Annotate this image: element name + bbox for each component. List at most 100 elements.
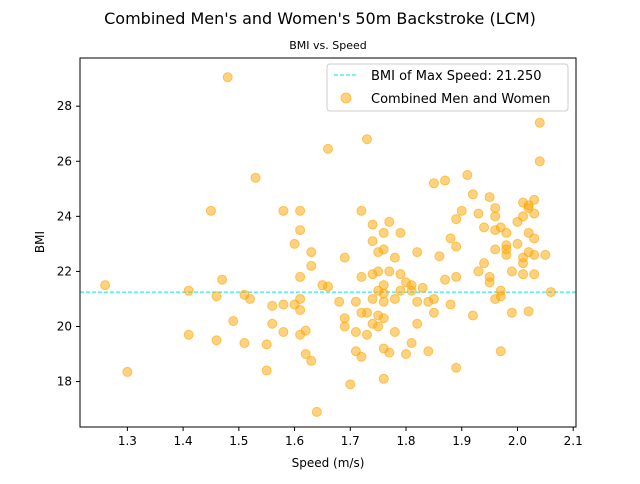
scatter-point [339,252,350,263]
legend-box [326,63,569,112]
scatter-point [534,156,545,167]
scatter-point [417,282,428,293]
scatter-point [389,293,400,304]
scatter-point [373,266,384,277]
scatter-point [506,266,517,277]
x-tick-label: 1.3 [118,434,137,448]
scatter-point [451,271,462,282]
scatter-point [183,329,194,340]
scatter-point [490,244,501,255]
chart-title: Combined Men's and Women's 50m Backstrok… [104,9,536,28]
scatter-point [501,240,512,251]
scatter-point [278,205,289,216]
scatter-point [367,219,378,230]
scatter-point [506,307,517,318]
scatter-point [295,225,306,236]
scatter-point [445,299,456,310]
scatter-point [350,326,361,337]
scatter-point [323,281,333,292]
scatter-point [518,211,529,222]
scatter-point [378,280,389,291]
scatter-point [378,244,389,255]
scatter-point [484,277,495,288]
scatter-point [518,269,529,280]
x-tick-label: 1.7 [341,434,360,448]
scatter-point [423,346,434,357]
scatter-point [406,338,417,349]
scatter-point [529,208,540,219]
scatter-point [183,285,194,296]
scatter-point [244,293,255,304]
scatter-point [217,274,228,285]
scatter-point [300,325,311,336]
scatter-point [267,318,278,329]
scatter-point [339,321,350,332]
scatter-point [356,351,367,362]
scatter-point [378,296,389,307]
scatter-point [467,310,478,321]
scatter-point [490,211,501,222]
scatter-point [451,241,462,252]
scatter-point [323,143,333,154]
scatter-point [122,366,133,377]
scatter-point [295,271,306,282]
scatter-point [306,355,317,366]
scatter-point [362,134,373,145]
scatter-point [295,293,306,304]
scatter-point [495,291,506,302]
y-tick-label: 20 [57,319,72,333]
scatter-point [462,170,473,181]
scatter-point [451,362,462,373]
scatter-point [540,249,551,260]
scatter-point [428,178,439,189]
scatter-point [345,379,356,390]
scatter-point [356,271,367,282]
x-tick-label: 2.0 [508,434,527,448]
scatter-point [401,349,412,360]
scatter-point [362,307,373,318]
scatter-point [479,258,490,269]
scatter-point [389,252,400,263]
scatter-point [484,192,495,203]
x-tick-label: 1.9 [452,434,471,448]
scatter-point [412,318,423,329]
scatter-point [434,251,445,262]
legend-marker-swatch [340,92,352,104]
scatter-point [445,233,456,244]
scatter-point [440,175,451,186]
scatter-point [367,293,378,304]
legend-label-max-speed: BMI of Max Speed: 21.250 [371,69,542,84]
scatter-point [295,205,306,216]
y-tick-label: 24 [57,209,72,223]
scatter-point [412,296,423,307]
scatter-point [395,227,406,238]
scatter-point [311,406,322,417]
scatter-point [222,72,233,83]
scatter-point [512,238,523,249]
scatter-point [278,299,289,310]
scatter-point [334,296,345,307]
scatter-point [306,260,317,271]
x-tick-label: 1.8 [396,434,415,448]
scatter-point [261,339,272,350]
scatter-point [211,335,222,346]
scatter-point [395,269,406,280]
scatter-point [300,349,311,360]
plot-area-frame [79,57,577,428]
chart-subtitle: BMI vs. Speed [289,39,367,52]
scatter-point [495,346,506,357]
scatter-point [534,117,545,128]
y-axis-label: BMI [33,231,47,253]
scatter-point [373,321,384,332]
scatter-point [362,329,373,340]
scatter-point [267,300,278,311]
scatter-point [529,194,540,205]
scatter-point [456,205,467,216]
scatter-point [473,266,484,277]
x-tick-label: 1.5 [229,434,248,448]
scatter-point [479,222,490,233]
scatter-point [384,216,395,227]
scatter-point [211,291,222,302]
y-tick-label: 26 [57,154,72,168]
